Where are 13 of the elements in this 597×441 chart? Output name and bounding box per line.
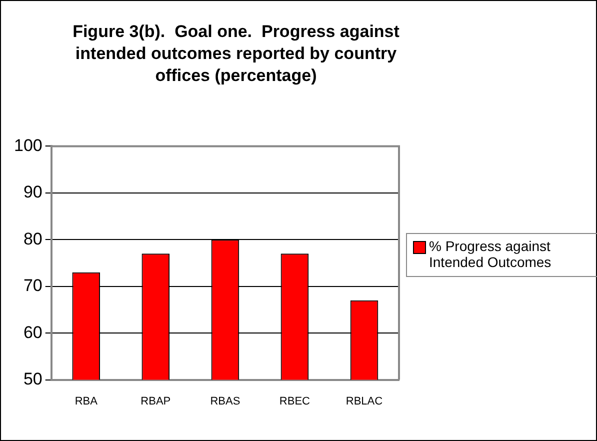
y-tick-label: 50 — [23, 369, 42, 388]
x-tick-label: RBAP — [140, 395, 171, 408]
y-tick-label: 100 — [14, 136, 42, 155]
y-tick-label: 80 — [23, 229, 42, 248]
x-tick-label: RBAS — [210, 395, 240, 408]
legend-label: % Progress against Intended Outcomes — [429, 238, 552, 270]
x-tick-label: RBEC — [279, 395, 310, 408]
chart-title: Figure 3(b). Goal one. Progress against intended outcomes reported by country offices (percentage) — [72, 21, 400, 87]
x-tick-label: RBLAC — [346, 395, 383, 408]
y-tick-label: 60 — [23, 322, 42, 342]
y-tick-label: 70 — [23, 276, 42, 296]
y-tick-label: 90 — [23, 182, 42, 202]
x-tick-label: RBA — [74, 395, 98, 408]
